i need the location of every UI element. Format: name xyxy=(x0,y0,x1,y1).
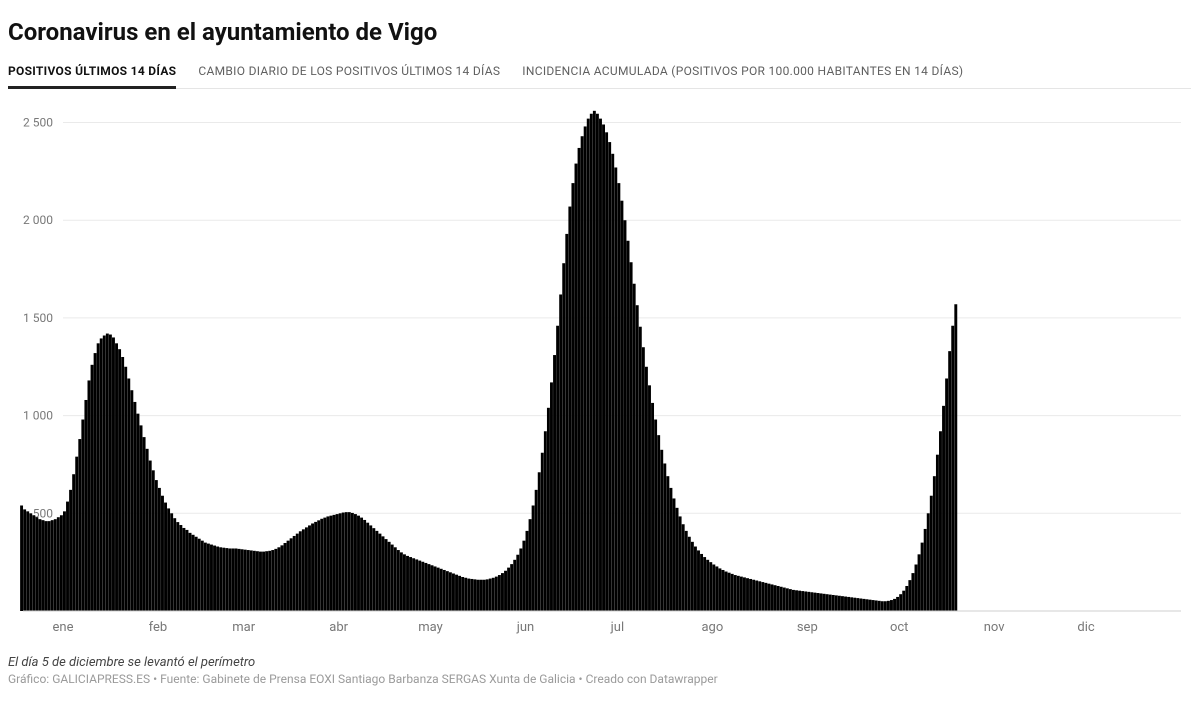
y-tick-label: 1 000 xyxy=(23,409,53,423)
credits-made: Creado con Datawrapper xyxy=(586,672,718,686)
x-tick-label: ene xyxy=(53,620,74,635)
x-tick-label: mar xyxy=(232,620,255,635)
y-tick-label: 1 500 xyxy=(23,311,53,325)
tab-cambio-diario[interactable]: CAMBIO DIARIO DE LOS POSITIVOS ÚLTIMOS 1… xyxy=(198,58,500,88)
x-tick-label: oct xyxy=(890,620,908,635)
chart-svg: 5001 0001 5002 0002 500enefebmarabrmayju… xyxy=(8,89,1191,649)
tab-incidencia[interactable]: INCIDENCIA ACUMULADA (POSITIVOS POR 100.… xyxy=(522,58,963,88)
credits-sep-2: • xyxy=(576,672,586,686)
x-tick-label: jul xyxy=(610,620,624,635)
tab-bar: POSITIVOS ÚLTIMOS 14 DÍAS CAMBIO DIARIO … xyxy=(8,58,1191,89)
credits-fuente: Gabinete de Prensa EOXI Santiago Barbanz… xyxy=(202,672,575,686)
chart-title: Coronavirus en el ayuntamiento de Vigo xyxy=(8,18,1191,46)
credits-fuente-label: Fuente: xyxy=(160,672,202,686)
x-tick-label: feb xyxy=(149,620,168,635)
x-tick-label: abr xyxy=(329,620,348,635)
credits-sep-1: • xyxy=(150,672,160,686)
x-tick-label: dic xyxy=(1077,620,1094,635)
bar-series xyxy=(20,111,957,611)
chart-note: El día 5 de diciembre se levantó el perí… xyxy=(8,655,1191,670)
x-tick-label: nov xyxy=(984,620,1005,635)
x-tick-label: jun xyxy=(516,620,534,635)
chart-footer: El día 5 de diciembre se levantó el perí… xyxy=(8,655,1191,686)
credits-prefix: Gráfico: xyxy=(8,672,52,686)
x-tick-label: sep xyxy=(797,620,818,635)
y-tick-label: 2 500 xyxy=(23,116,53,130)
chart-credits: Gráfico: GALICIAPRESS.ES • Fuente: Gabin… xyxy=(8,672,1191,686)
tab-positivos-14[interactable]: POSITIVOS ÚLTIMOS 14 DÍAS xyxy=(8,58,176,89)
x-tick-label: ago xyxy=(701,620,723,635)
chart-plot-area: 5001 0001 5002 0002 500enefebmarabrmayju… xyxy=(8,89,1191,649)
y-tick-label: 2 000 xyxy=(23,213,53,227)
x-tick-label: may xyxy=(418,620,443,635)
credits-source: GALICIAPRESS.ES xyxy=(52,672,150,686)
chart-container: Coronavirus en el ayuntamiento de Vigo P… xyxy=(0,0,1199,694)
